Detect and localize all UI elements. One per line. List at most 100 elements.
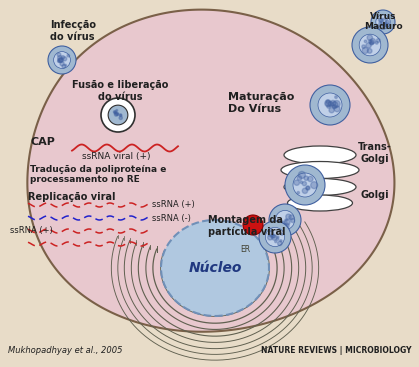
Circle shape — [259, 221, 291, 253]
Circle shape — [115, 112, 118, 115]
Circle shape — [277, 238, 279, 240]
Circle shape — [310, 85, 350, 125]
Circle shape — [283, 224, 287, 228]
Circle shape — [328, 102, 333, 106]
Circle shape — [120, 114, 122, 116]
Circle shape — [277, 220, 282, 225]
Circle shape — [48, 46, 76, 74]
Circle shape — [57, 53, 61, 57]
Circle shape — [58, 58, 62, 62]
Circle shape — [330, 101, 336, 106]
Circle shape — [67, 54, 70, 57]
Circle shape — [376, 15, 390, 29]
Circle shape — [380, 19, 383, 22]
Circle shape — [278, 241, 282, 246]
Circle shape — [382, 24, 386, 28]
Circle shape — [62, 65, 66, 68]
Circle shape — [265, 228, 285, 247]
Circle shape — [277, 236, 279, 238]
Circle shape — [326, 101, 331, 106]
Circle shape — [306, 186, 309, 189]
Circle shape — [57, 60, 60, 62]
Circle shape — [385, 20, 389, 24]
Text: Mukhopadhyay et al., 2005: Mukhopadhyay et al., 2005 — [8, 346, 122, 355]
Circle shape — [331, 102, 338, 108]
Circle shape — [352, 27, 388, 63]
Text: Replicação viral: Replicação viral — [28, 192, 116, 202]
Circle shape — [304, 176, 308, 180]
Circle shape — [362, 47, 368, 54]
Circle shape — [62, 57, 67, 61]
Circle shape — [119, 115, 122, 117]
Circle shape — [114, 111, 116, 113]
Circle shape — [57, 56, 62, 60]
Circle shape — [370, 39, 375, 44]
Circle shape — [58, 58, 62, 63]
Circle shape — [335, 96, 337, 98]
Circle shape — [283, 223, 289, 229]
Circle shape — [302, 188, 308, 193]
Text: NATURE REVIEWS | MICROBIOLOGY: NATURE REVIEWS | MICROBIOLOGY — [261, 346, 411, 355]
Circle shape — [285, 219, 290, 225]
Text: Infecção
do vírus: Infecção do vírus — [50, 20, 96, 41]
Circle shape — [375, 41, 378, 44]
Circle shape — [362, 45, 365, 48]
Circle shape — [334, 106, 340, 112]
Circle shape — [382, 18, 384, 21]
Circle shape — [275, 210, 295, 230]
Circle shape — [368, 40, 372, 43]
Circle shape — [385, 23, 389, 27]
Circle shape — [380, 21, 385, 25]
Circle shape — [359, 34, 381, 56]
Circle shape — [285, 165, 325, 205]
Circle shape — [272, 235, 276, 238]
Circle shape — [280, 240, 282, 242]
Text: Golgi: Golgi — [361, 190, 389, 200]
Text: Vírus
Maduro: Vírus Maduro — [364, 12, 402, 32]
Text: Trans-
Golgi: Trans- Golgi — [358, 142, 392, 164]
Circle shape — [318, 93, 342, 117]
Circle shape — [371, 10, 395, 34]
Circle shape — [333, 101, 340, 108]
Circle shape — [378, 18, 382, 22]
Text: ER: ER — [240, 246, 250, 254]
Circle shape — [300, 181, 303, 184]
Circle shape — [293, 173, 317, 197]
Circle shape — [114, 112, 116, 114]
Circle shape — [59, 58, 63, 62]
Circle shape — [61, 56, 65, 59]
Circle shape — [276, 223, 281, 228]
Circle shape — [285, 219, 287, 221]
Circle shape — [116, 109, 118, 111]
Circle shape — [108, 105, 128, 125]
Circle shape — [367, 35, 372, 40]
Circle shape — [367, 48, 372, 53]
Circle shape — [268, 231, 274, 237]
Circle shape — [366, 43, 371, 48]
Circle shape — [281, 233, 283, 235]
Ellipse shape — [281, 161, 359, 178]
Circle shape — [370, 40, 374, 44]
Text: ssRNA (+): ssRNA (+) — [152, 200, 195, 210]
Circle shape — [364, 40, 367, 43]
Circle shape — [298, 171, 305, 178]
Circle shape — [279, 224, 283, 228]
Circle shape — [294, 180, 300, 185]
Text: Fusão e liberação
do vírus: Fusão e liberação do vírus — [72, 80, 168, 102]
Circle shape — [383, 23, 387, 27]
Circle shape — [60, 62, 64, 66]
Circle shape — [282, 221, 285, 224]
Circle shape — [385, 21, 387, 23]
Polygon shape — [27, 10, 394, 332]
Circle shape — [114, 111, 116, 113]
Circle shape — [243, 215, 263, 235]
Circle shape — [306, 186, 310, 190]
Circle shape — [329, 108, 334, 113]
Text: Montagem da
partícula viral: Montagem da partícula viral — [208, 215, 285, 237]
Circle shape — [333, 105, 336, 109]
Circle shape — [65, 64, 67, 66]
Circle shape — [291, 218, 295, 222]
Circle shape — [276, 222, 279, 225]
Circle shape — [327, 105, 331, 108]
Circle shape — [311, 182, 318, 189]
